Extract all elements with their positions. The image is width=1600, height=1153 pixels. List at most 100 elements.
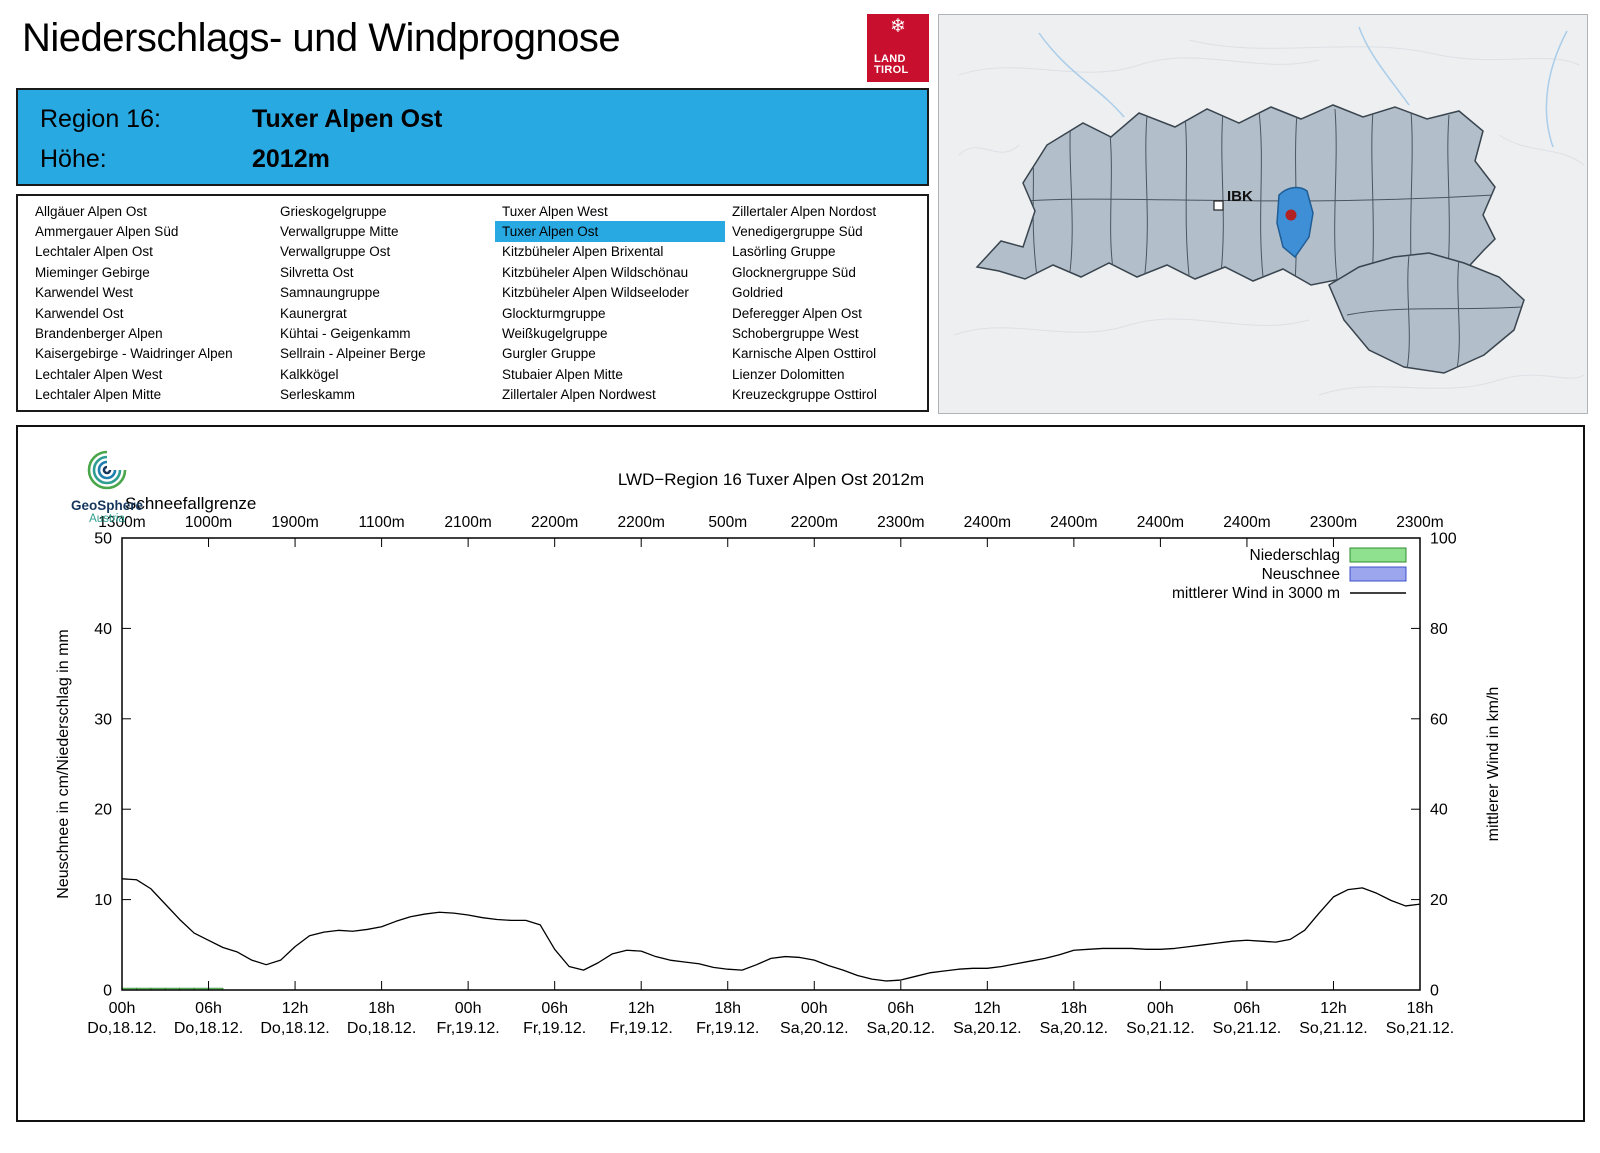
region-list-item[interactable]: Karwendel Ost xyxy=(35,305,124,321)
x-tick-label: 06h xyxy=(1234,1000,1261,1017)
region-list-item[interactable]: Schobergruppe West xyxy=(732,326,859,342)
forecast-chart: LWD−Region 16 Tuxer Alpen Ost 2012m Schne… xyxy=(55,470,1502,1037)
region-list-item[interactable]: Kaisergebirge - Waidringer Alpen xyxy=(35,346,233,362)
x-tick-label: 00h xyxy=(801,1000,828,1017)
region-list-item[interactable]: Sellrain - Alpeiner Berge xyxy=(280,346,426,362)
snowline-value: 1000m xyxy=(185,514,232,531)
legend-swatch xyxy=(1349,566,1407,582)
snowline-value: 1300m xyxy=(98,514,145,531)
legend-label: mittlerer Wind in 3000 m xyxy=(1172,585,1340,602)
x-date-label: Do,18.12. xyxy=(174,1020,243,1037)
region-number-label: Region 16: xyxy=(40,104,161,133)
region-list-item[interactable]: Lechtaler Alpen West xyxy=(35,366,163,382)
x-tick-label: 06h xyxy=(887,1000,914,1017)
snowline-value: 2300m xyxy=(877,514,924,531)
region-name-value: Tuxer Alpen Ost xyxy=(252,104,443,133)
region-marker-dot xyxy=(1285,209,1297,221)
region-list-item[interactable]: Deferegger Alpen Ost xyxy=(732,305,862,321)
region-list-item[interactable]: Kreuzeckgruppe Osttirol xyxy=(732,387,877,403)
region-list-item[interactable]: Kaunergrat xyxy=(280,305,347,321)
snowline-value: 1100m xyxy=(358,514,404,531)
snowflake-icon: ❄ xyxy=(890,16,906,37)
y-tick-label-left: 40 xyxy=(94,621,112,638)
region-list-item[interactable]: Grieskogelgruppe xyxy=(280,203,387,219)
plot-border xyxy=(121,537,1421,991)
snowline-value: 2200m xyxy=(791,514,838,531)
x-tick-label: 00h xyxy=(1147,1000,1174,1017)
map-region-north-tirol[interactable] xyxy=(975,104,1496,300)
region-list-item[interactable]: Serleskamm xyxy=(280,387,356,403)
x-date-label: Fr,19.12. xyxy=(437,1020,500,1037)
legend-label: Neuschnee xyxy=(1262,566,1340,583)
x-date-label: So,21.12. xyxy=(1386,1020,1455,1037)
region-list-item[interactable]: Kitzbüheler Alpen Wildschönau xyxy=(502,264,689,280)
x-date-label: Do,18.12. xyxy=(347,1020,416,1037)
chart-title: LWD−Region 16 Tuxer Alpen Ost 2012m xyxy=(618,470,924,489)
region-list-item[interactable]: Glockturmgruppe xyxy=(502,305,606,321)
region-list-item[interactable]: Karwendel West xyxy=(35,285,134,301)
region-list-item[interactable]: Lechtaler Alpen Mitte xyxy=(35,387,162,403)
tirol-map-box: IBK xyxy=(938,14,1588,414)
snowline-value: 500m xyxy=(708,514,747,531)
region-list-item[interactable]: Allgäuer Alpen Ost xyxy=(35,203,147,219)
y-tick-label-left: 50 xyxy=(94,531,112,548)
region-list-item[interactable]: Kitzbüheler Alpen Brixental xyxy=(502,244,664,260)
region-list-item[interactable]: Kühtai - Geigenkamm xyxy=(280,326,411,342)
snowline-value: 2200m xyxy=(617,514,664,531)
region-list-item[interactable]: Brandenberger Alpen xyxy=(35,326,163,342)
snowline-value: 2400m xyxy=(1223,514,1270,531)
region-list-item[interactable]: Zillertaler Alpen Nordwest xyxy=(502,387,656,403)
x-date-label: So,21.12. xyxy=(1299,1020,1368,1037)
ibk-label: IBK xyxy=(1227,188,1253,205)
region-list-item[interactable]: Lienzer Dolomitten xyxy=(732,366,845,382)
region-list-item[interactable]: Gurgler Gruppe xyxy=(502,346,596,362)
y-tick-label-right: 80 xyxy=(1430,621,1448,638)
x-date-label: Sa,20.12. xyxy=(1040,1020,1109,1037)
geosphere-swirl-icon xyxy=(87,450,127,490)
x-tick-label: 06h xyxy=(541,1000,568,1017)
region-list-item[interactable]: Stubaier Alpen Mitte xyxy=(502,366,623,382)
geosphere-subtitle: Austria xyxy=(89,513,125,525)
x-date-label: Sa,20.12. xyxy=(953,1020,1022,1037)
x-date-label: So,21.12. xyxy=(1126,1020,1195,1037)
region-list-item[interactable]: Lasörling Gruppe xyxy=(732,244,836,260)
region-list-item[interactable]: Silvretta Ost xyxy=(280,264,354,280)
region-list-item[interactable]: Kitzbüheler Alpen Wildseeloder xyxy=(502,285,689,301)
ibk-marker xyxy=(1213,200,1224,211)
x-tick-label: 00h xyxy=(455,1000,482,1017)
map-region-selected[interactable] xyxy=(1276,186,1314,259)
region-list-item[interactable]: Venedigergruppe Süd xyxy=(732,224,863,240)
x-tick-label: 12h xyxy=(1320,1000,1347,1017)
region-info-box: Region 16: Tuxer Alpen Ost Höhe: 2012m xyxy=(16,88,929,186)
region-list-item[interactable]: Verwallgruppe Ost xyxy=(280,244,391,260)
region-list-item[interactable]: Glocknergruppe Süd xyxy=(732,264,856,280)
region-list-item[interactable]: Weißkugelgruppe xyxy=(502,326,608,342)
snowline-value: 2300m xyxy=(1396,514,1443,531)
geosphere-logo: GeoSphere Austria xyxy=(52,447,162,525)
region-list-item[interactable]: Karnische Alpen Osttirol xyxy=(732,346,877,362)
snowline-value: 2400m xyxy=(964,514,1011,531)
y-tick-label-left: 20 xyxy=(94,802,112,819)
region-list-item[interactable]: Zillertaler Alpen Nordost xyxy=(732,203,877,219)
region-list-item[interactable]: Tuxer Alpen West xyxy=(502,203,608,219)
region-list-item[interactable]: Lechtaler Alpen Ost xyxy=(35,244,153,260)
y-tick-label-right: 0 xyxy=(1430,983,1439,1000)
region-list-item[interactable]: Samnaungruppe xyxy=(280,285,380,301)
tirol-map[interactable]: IBK xyxy=(939,15,1587,411)
map-region-east-tirol[interactable] xyxy=(1328,252,1525,374)
region-list-item[interactable]: Ammergauer Alpen Süd xyxy=(35,224,179,240)
region-list-item[interactable]: Mieminger Gebirge xyxy=(35,264,150,280)
region-list-item[interactable]: Verwallgruppe Mitte xyxy=(280,224,399,240)
x-date-label: Sa,20.12. xyxy=(867,1020,936,1037)
region-list: Allgäuer Alpen Ost Ammergauer Alpen Süd Le… xyxy=(16,194,929,412)
region-borders-east xyxy=(1346,254,1522,370)
x-date-label: So,21.12. xyxy=(1213,1020,1282,1037)
region-list-item[interactable]: Kalkkögel xyxy=(280,366,339,382)
x-tick-label: 18h xyxy=(1061,1000,1088,1017)
region-list-item[interactable]: Goldried xyxy=(732,285,784,301)
snowline-value: 2400m xyxy=(1137,514,1184,531)
snowline-value: 1900m xyxy=(271,514,318,531)
x-tick-label: 06h xyxy=(195,1000,222,1017)
region-list-item[interactable]: Tuxer Alpen Ost xyxy=(495,221,725,242)
